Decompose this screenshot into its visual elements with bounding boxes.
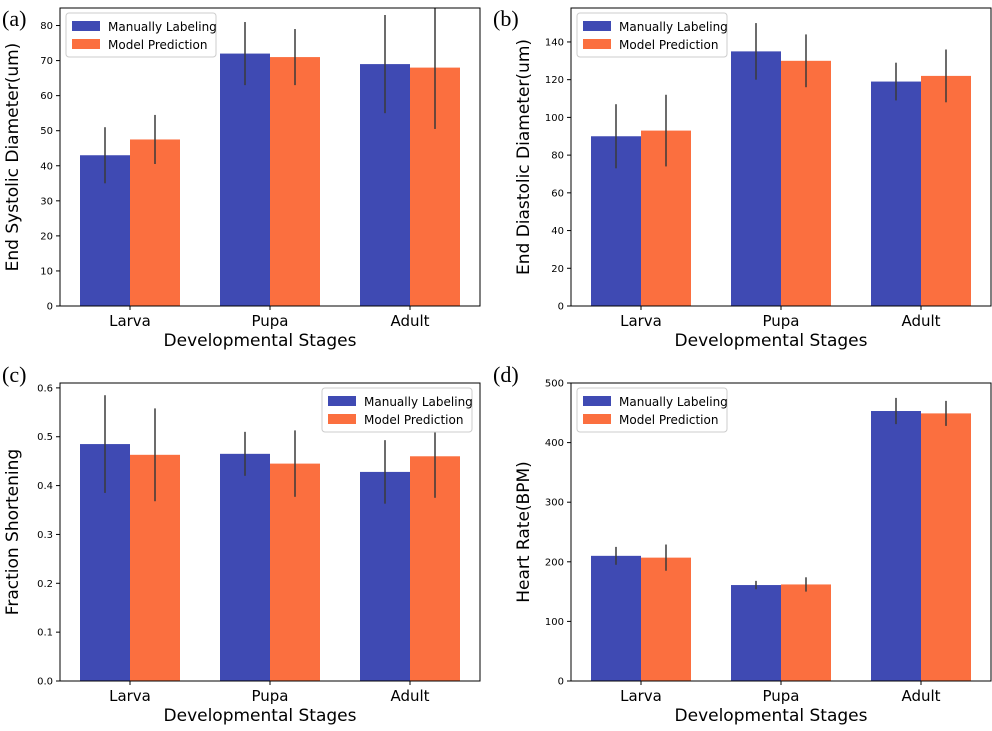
bar <box>360 471 410 681</box>
y-tick-label: 50 <box>40 126 53 137</box>
legend-label: Model Prediction <box>108 38 207 52</box>
y-tick-label: 100 <box>545 113 564 124</box>
bar <box>921 75 971 306</box>
y-axis-title: End Diastolic Diameter(um) <box>514 39 534 275</box>
y-tick-label: 0 <box>558 302 564 313</box>
bar <box>781 584 831 681</box>
y-tick-label: 0.0 <box>37 677 53 688</box>
x-tick-label: Adult <box>901 687 940 705</box>
bar <box>921 413 971 681</box>
legend-swatch <box>72 21 100 31</box>
y-tick-label: 300 <box>545 498 564 509</box>
panel-label: (b) <box>493 6 519 31</box>
y-tick-label: 400 <box>545 438 564 449</box>
legend-box <box>576 387 728 433</box>
y-tick-label: 500 <box>545 379 564 390</box>
chart-panel-4: (d) 0 100 200 300 400 500 Larva Pupa Adult Develop… <box>493 362 992 726</box>
x-axis-title: Developmental Stages <box>675 331 868 351</box>
y-tick-label: 0.3 <box>37 530 53 541</box>
y-tick-label: 0 <box>558 677 564 688</box>
x-axis-title: Developmental Stages <box>675 706 868 726</box>
legend-swatch <box>328 396 356 406</box>
bar <box>731 585 781 681</box>
bar <box>130 139 180 306</box>
x-tick-label: Larva <box>109 687 151 705</box>
y-tick-label: 20 <box>551 264 564 275</box>
legend-swatch <box>583 39 611 49</box>
chart-panel-2: (b) 0 20 40 60 80 100 120 140 Larva Pupa Adult Devel… <box>493 6 992 351</box>
y-tick-label: 100 <box>545 617 564 628</box>
x-axis-title: Developmental Stages <box>164 331 357 351</box>
bar <box>220 453 270 681</box>
bar <box>641 557 691 681</box>
y-tick-label: 0.1 <box>37 628 53 639</box>
y-tick-label: 80 <box>551 151 564 162</box>
x-axis-title: Developmental Stages <box>164 706 357 726</box>
y-tick-label: 120 <box>545 75 564 86</box>
y-tick-label: 0.6 <box>37 383 53 394</box>
y-tick-label: 0.4 <box>37 481 53 492</box>
legend-box <box>576 12 728 58</box>
legend-box <box>321 387 473 433</box>
legend: Manually Labeling Model Prediction <box>576 12 728 58</box>
bar <box>270 57 320 306</box>
panel-label: (d) <box>493 362 519 387</box>
y-tick-label: 10 <box>40 266 53 277</box>
legend-label: Manually Labeling <box>619 395 728 409</box>
x-tick-label: Adult <box>390 312 429 330</box>
bar <box>731 51 781 306</box>
y-tick-label: 0.2 <box>37 579 53 590</box>
legend-label: Model Prediction <box>619 413 718 427</box>
legend: Manually Labeling Model Prediction <box>65 12 217 58</box>
y-tick-label: 0.5 <box>37 432 53 443</box>
legend: Manually Labeling Model Prediction <box>321 387 473 433</box>
y-tick-label: 20 <box>40 231 53 242</box>
y-tick-label: 60 <box>40 91 53 102</box>
bar <box>781 60 831 307</box>
x-tick-label: Larva <box>620 687 662 705</box>
legend-label: Model Prediction <box>619 38 718 52</box>
y-tick-label: 0 <box>47 302 53 313</box>
x-tick-label: Pupa <box>251 312 288 330</box>
chart-panel-1: (a) 0 10 20 30 40 50 60 70 80 Larva Pupa Adult Develo… <box>2 6 481 351</box>
y-tick-label: 40 <box>551 226 564 237</box>
legend-box <box>65 12 217 58</box>
y-axis-title: Fraction Shortening <box>3 449 23 615</box>
x-tick-label: Adult <box>901 312 940 330</box>
bar <box>220 53 270 306</box>
bar <box>871 81 921 306</box>
x-tick-label: Adult <box>390 687 429 705</box>
panel-label: (c) <box>2 362 26 387</box>
legend-label: Manually Labeling <box>108 20 217 34</box>
x-tick-label: Pupa <box>251 687 288 705</box>
panel-label: (a) <box>2 6 26 31</box>
x-tick-label: Larva <box>109 312 151 330</box>
chart-panel-3: (c) 0.0 0.1 0.2 0.3 0.4 0.5 0.6 Larva Pupa Adult De… <box>2 362 481 726</box>
x-tick-label: Pupa <box>762 687 799 705</box>
legend-label: Manually Labeling <box>364 395 473 409</box>
legend-swatch <box>583 396 611 406</box>
y-tick-label: 70 <box>40 56 53 67</box>
legend-swatch <box>328 414 356 424</box>
x-tick-label: Larva <box>620 312 662 330</box>
y-tick-label: 60 <box>551 188 564 199</box>
y-tick-label: 140 <box>545 37 564 48</box>
y-axis-title: Heart Rate(BPM) <box>514 461 534 603</box>
x-tick-label: Pupa <box>762 312 799 330</box>
y-tick-label: 40 <box>40 161 53 172</box>
y-tick-label: 80 <box>40 21 53 32</box>
legend: Manually Labeling Model Prediction <box>576 387 728 433</box>
bar <box>871 411 921 681</box>
legend-label: Model Prediction <box>364 413 463 427</box>
legend-swatch <box>583 21 611 31</box>
bar <box>270 463 320 681</box>
y-tick-label: 30 <box>40 196 53 207</box>
y-tick-label: 200 <box>545 557 564 568</box>
bar <box>591 555 641 681</box>
legend-swatch <box>583 414 611 424</box>
legend-label: Manually Labeling <box>619 20 728 34</box>
y-axis-title: End Systolic Diameter(um) <box>3 43 23 272</box>
legend-swatch <box>72 39 100 49</box>
